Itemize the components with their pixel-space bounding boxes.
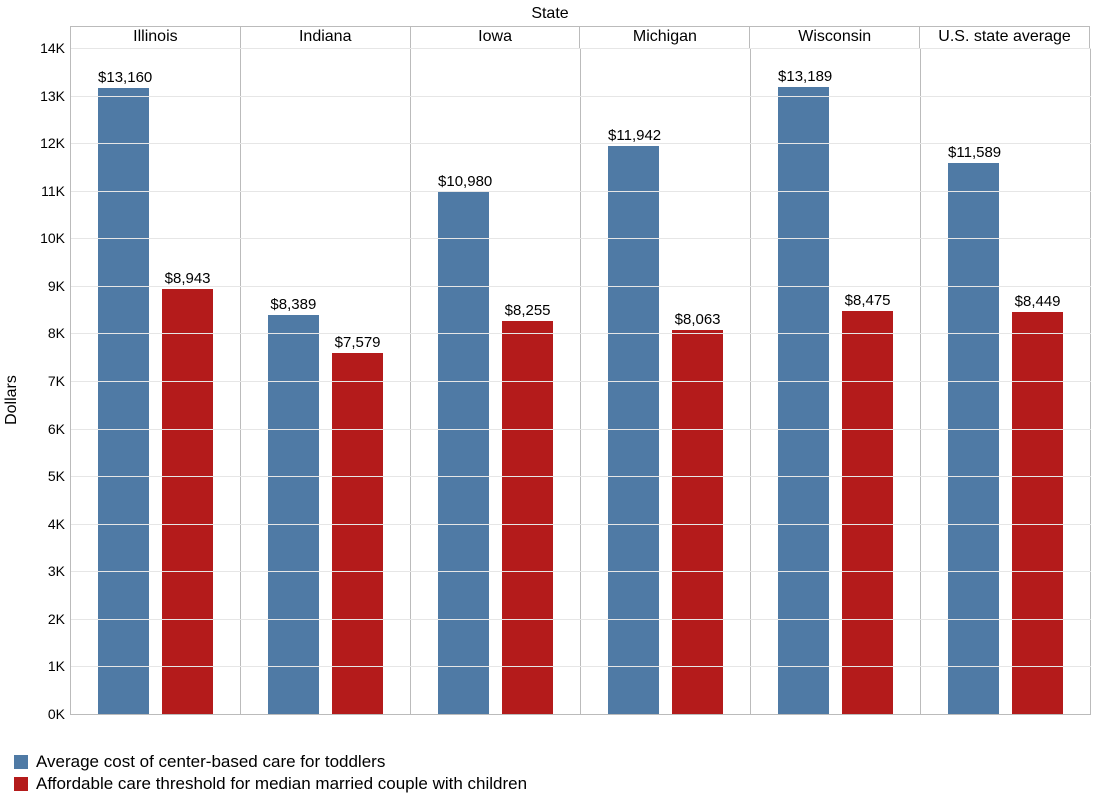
y-tick-label: 12K (25, 135, 65, 151)
gridline (71, 571, 1091, 572)
chart-container: State Dollars IllinoisIndianaIowaMichiga… (0, 0, 1100, 800)
legend-label-cost: Average cost of center-based care for to… (36, 752, 385, 772)
state-header: U.S. state average (920, 26, 1090, 48)
bar-cost (268, 315, 319, 714)
bar-cost (438, 192, 489, 714)
gridline (71, 524, 1091, 525)
y-tick-label: 5K (25, 468, 65, 484)
bar-label-threshold: $8,063 (672, 311, 723, 328)
y-tick-label: 2K (25, 611, 65, 627)
bar-label-cost: $8,389 (268, 296, 319, 313)
state-header: Michigan (580, 26, 750, 48)
legend-item-cost: Average cost of center-based care for to… (14, 752, 527, 772)
y-tick-label: 11K (25, 183, 65, 199)
bar-cost (98, 88, 149, 714)
bar-threshold (672, 330, 723, 714)
bar-label-threshold: $7,579 (332, 334, 383, 351)
legend-swatch-threshold (14, 777, 28, 791)
gridline (71, 286, 1091, 287)
state-header: Indiana (241, 26, 411, 48)
legend: Average cost of center-based care for to… (14, 750, 527, 794)
legend-label-threshold: Affordable care threshold for median mar… (36, 774, 527, 794)
y-tick-label: 8K (25, 325, 65, 341)
gridline (71, 96, 1091, 97)
y-tick-label: 13K (25, 88, 65, 104)
gridline (71, 333, 1091, 334)
y-axis-title-wrap: Dollars (2, 0, 22, 800)
bar-cost (948, 163, 999, 714)
y-tick-label: 6K (25, 421, 65, 437)
bar-threshold (332, 353, 383, 714)
gridline (71, 143, 1091, 144)
state-header: Illinois (70, 26, 241, 48)
bar-threshold (842, 311, 893, 714)
bar-threshold (162, 289, 213, 714)
gridline (71, 619, 1091, 620)
y-tick-label: 10K (25, 230, 65, 246)
gridline (71, 666, 1091, 667)
bar-label-threshold: $8,943 (162, 270, 213, 287)
state-header-row: IllinoisIndianaIowaMichiganWisconsinU.S.… (70, 26, 1090, 48)
bar-label-threshold: $8,475 (842, 292, 893, 309)
plot-area: $13,160 $8,943 $8,389 $7,579 $10,980 $8,255 $1… (70, 48, 1091, 715)
y-tick-label: 14K (25, 40, 65, 56)
y-tick-label: 1K (25, 658, 65, 674)
gridline (71, 48, 1091, 49)
bar-label-cost: $13,189 (778, 68, 829, 85)
bar-label-cost: $11,942 (608, 127, 659, 144)
legend-item-threshold: Affordable care threshold for median mar… (14, 774, 527, 794)
y-tick-label: 0K (25, 706, 65, 722)
gridline (71, 191, 1091, 192)
bar-threshold (1012, 312, 1063, 714)
y-tick-label: 3K (25, 563, 65, 579)
y-tick-label: 7K (25, 373, 65, 389)
y-axis-title: Dollars (3, 375, 21, 425)
bar-label-threshold: $8,255 (502, 302, 553, 319)
gridline (71, 238, 1091, 239)
x-axis-super-title: State (0, 5, 1100, 23)
bar-label-cost: $11,589 (948, 144, 999, 161)
state-header: Iowa (411, 26, 581, 48)
bar-cost (608, 146, 659, 714)
bar-label-cost: $13,160 (98, 69, 149, 86)
y-tick-label: 9K (25, 278, 65, 294)
y-tick-label: 4K (25, 516, 65, 532)
bar-cost (778, 87, 829, 714)
gridline (71, 476, 1091, 477)
bar-label-cost: $10,980 (438, 173, 489, 190)
gridline (71, 381, 1091, 382)
bar-label-threshold: $8,449 (1012, 293, 1063, 310)
state-header: Wisconsin (750, 26, 920, 48)
legend-swatch-cost (14, 755, 28, 769)
gridline (71, 429, 1091, 430)
